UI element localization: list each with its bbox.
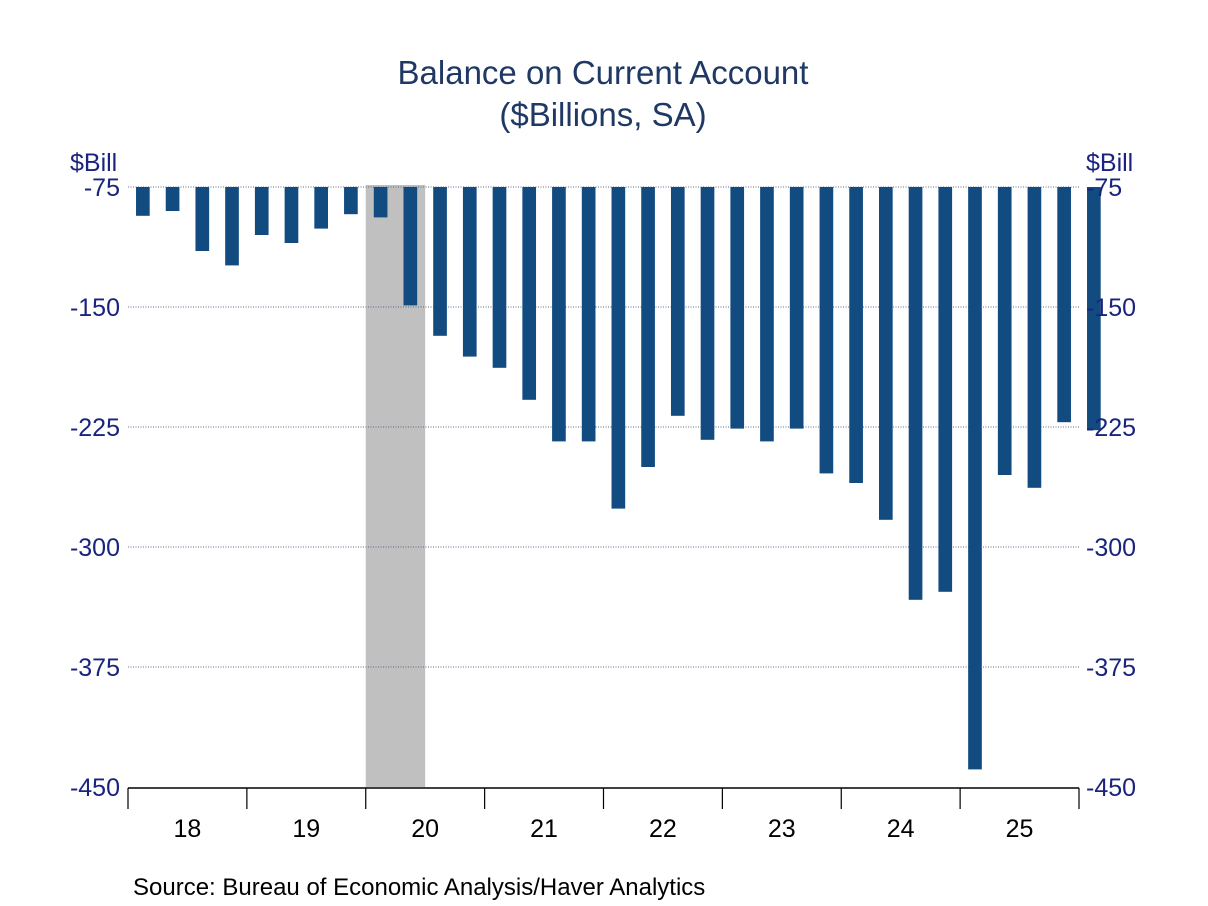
x-tick-label: 23 [768,815,796,843]
bar-2025Q1 [968,187,982,770]
y-tick-label-right: -225 [1086,414,1136,442]
bar-2024Q4 [938,187,953,592]
bar-2021Q4 [581,187,596,442]
y-tick-label-right: -450 [1086,774,1136,802]
bar-2020Q1 [373,187,388,218]
bar-2022Q1 [611,187,626,509]
y-tick-label-left: -225 [70,414,120,442]
y-tick-label-right: -75 [1086,174,1122,202]
bar-2023Q4 [819,187,834,474]
y-tick-label-left: -75 [84,174,120,202]
chart-title: Balance on Current Account [398,54,809,91]
bar-2021Q1 [492,187,507,368]
bar-2024Q3 [908,187,923,600]
bar-2024Q2 [878,187,893,520]
bar-2018Q3 [195,187,210,251]
x-tick-label: 22 [649,815,677,843]
x-tick-label: 19 [292,815,320,843]
bar-2019Q2 [284,187,299,243]
bar-2021Q2 [522,187,537,400]
bar-2018Q1 [136,187,150,216]
x-tick-label: 20 [411,815,439,843]
x-tick-label: 18 [174,815,202,843]
source-note: Source: Bureau of Economic Analysis/Have… [133,874,705,901]
y-tick-label-left: -450 [70,774,120,802]
bar-2025Q2 [997,187,1012,475]
x-tick-label: 24 [887,815,915,843]
bar-2025Q3 [1027,187,1042,488]
x-tick-label: 21 [530,815,558,843]
y-axis-unit-left: $Bill [70,149,117,177]
bar-2019Q3 [314,187,329,229]
bar-2020Q2 [403,187,418,306]
bar-2020Q3 [433,187,447,336]
y-tick-label-right: -300 [1086,534,1136,562]
bar-2022Q4 [700,187,715,440]
bar-2023Q1 [730,187,745,429]
bar-q32 [1087,187,1101,431]
bar-2021Q3 [552,187,566,442]
bar-2024Q1 [849,187,863,483]
bar-2025Q4 [1057,187,1071,423]
y-tick-label-right: -150 [1086,294,1136,322]
y-tick-label-right: -375 [1086,654,1136,682]
chart-subtitle: ($Billions, SA) [499,96,706,133]
bar-2022Q2 [641,187,655,467]
bar-2020Q4 [462,187,477,357]
bar-2019Q4 [344,187,358,215]
y-tick-label-left: -375 [70,654,120,682]
y-axis-unit-right: $Bill [1086,149,1133,177]
bar-2019Q1 [254,187,269,235]
bar-2023Q2 [760,187,774,442]
bar-2018Q4 [225,187,239,266]
bar-2018Q2 [165,187,180,211]
y-tick-label-left: -300 [70,534,120,562]
bar-2022Q3 [670,187,685,416]
x-tick-label: 25 [1006,815,1034,843]
bar-2023Q3 [789,187,804,429]
y-tick-label-left: -150 [70,294,120,322]
